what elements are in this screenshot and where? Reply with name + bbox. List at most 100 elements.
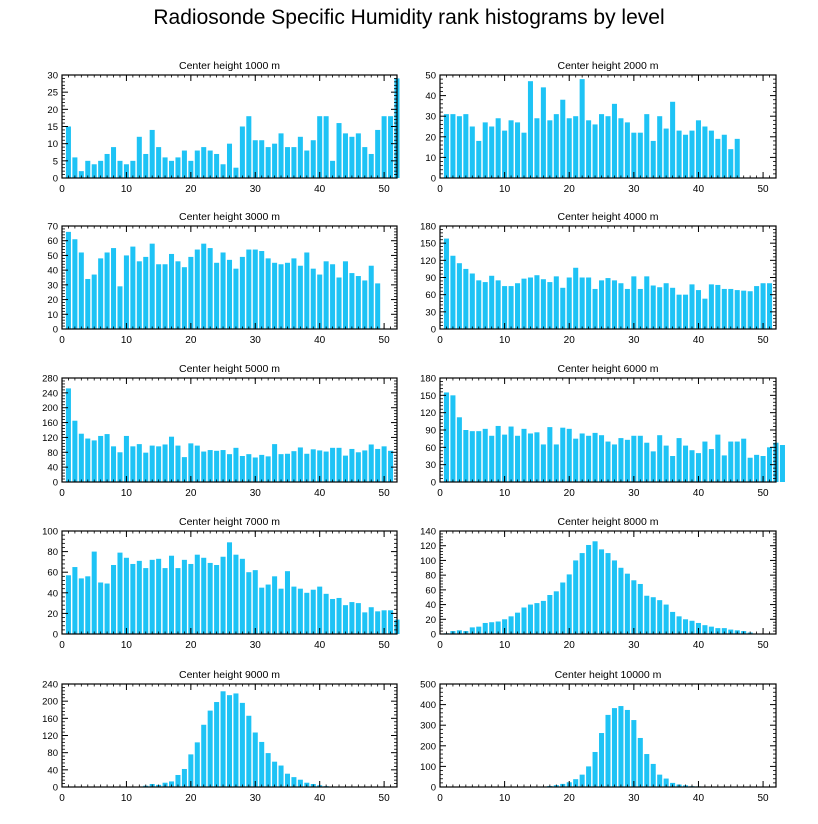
histogram-bar: [297, 136, 303, 178]
histogram-bar: [676, 438, 682, 482]
histogram-bar: [586, 277, 592, 329]
y-tick-label: 40: [425, 600, 436, 611]
histogram-bar: [375, 611, 381, 634]
histogram-bar: [708, 130, 714, 178]
x-tick-label: 40: [314, 793, 326, 804]
histogram-bar: [201, 557, 207, 634]
histogram-bar: [592, 288, 598, 329]
histogram-bar: [78, 252, 84, 329]
histogram-bar: [676, 616, 682, 634]
histogram-bar: [342, 133, 348, 178]
chart-panel-6: Center height 6000 m 0 10 20 30 40 50 0 30 60 90 12…: [420, 363, 785, 499]
histogram-bar: [355, 603, 361, 634]
histogram-bar: [573, 560, 579, 634]
histogram-bar: [201, 147, 207, 178]
histogram-bar: [534, 275, 540, 329]
histogram-bar: [702, 441, 708, 482]
histogram-bar: [482, 428, 488, 482]
histogram-bar: [579, 277, 585, 329]
histogram-bar: [265, 584, 271, 634]
histogram-bar: [85, 438, 91, 482]
histogram-bar: [489, 275, 495, 329]
x-tick-label: 30: [628, 184, 640, 195]
x-tick-label: 20: [185, 640, 197, 651]
histogram-bar: [156, 446, 162, 482]
histogram-bar: [297, 447, 303, 482]
histogram-bar: [463, 114, 469, 178]
y-tick-label: 70: [47, 222, 58, 233]
histogram-bar: [521, 428, 527, 482]
histogram-bar: [553, 591, 559, 634]
histogram-bar: [284, 453, 290, 482]
y-tick-label: 60: [47, 236, 58, 247]
histogram-bar: [175, 774, 181, 787]
histogram-bar: [156, 558, 162, 634]
histogram-bar: [175, 568, 181, 634]
histogram-bar: [98, 582, 104, 634]
histogram-bar: [272, 444, 278, 482]
histogram-bar: [297, 779, 303, 787]
histogram-bar: [618, 438, 624, 482]
histogram-bar: [657, 435, 663, 482]
histogram-bar: [670, 456, 676, 482]
histogram-bar: [220, 691, 226, 787]
histogram-bar: [239, 256, 245, 329]
y-tick-label: 90: [425, 426, 436, 437]
histogram-bar: [599, 549, 605, 634]
histogram-bar: [317, 116, 323, 178]
histogram-bar: [708, 449, 714, 482]
histogram-bar: [689, 284, 695, 329]
histogram-bar: [181, 150, 187, 178]
histogram-bar: [214, 702, 220, 787]
histogram-bar: [456, 263, 462, 329]
x-tick-label: 30: [628, 640, 640, 651]
histogram-bar: [162, 568, 168, 634]
histogram-bar: [362, 450, 368, 482]
histogram-bar: [72, 239, 78, 329]
histogram-bar: [226, 454, 233, 482]
histogram-bar: [592, 751, 598, 787]
histogram-bar: [644, 754, 650, 787]
chart-panel-8: Center height 8000 m 0 10 20 30 40 50 0 20 40 60 80…: [420, 516, 777, 651]
x-tick-label: 10: [499, 335, 511, 346]
x-tick-label: 10: [121, 335, 133, 346]
x-tick-label: 30: [250, 640, 262, 651]
chart-panel-4: Center height 4000 m 0 10 20 30 40 50 0 30 60 90 12…: [420, 211, 777, 346]
histogram-bar: [450, 395, 456, 482]
x-tick-label: 20: [564, 793, 576, 804]
histogram-bar: [670, 287, 676, 329]
histogram-bar: [246, 715, 252, 787]
histogram-bar: [246, 116, 252, 178]
histogram-bar: [259, 140, 265, 178]
histogram-bar: [272, 576, 278, 634]
chart-title: Center height 6000 m: [558, 363, 659, 375]
x-tick-label: 20: [564, 488, 576, 499]
y-tick-label: 0: [53, 174, 58, 185]
histogram-bar: [284, 571, 290, 634]
y-tick-label: 80: [425, 571, 436, 582]
histogram-bar: [586, 544, 592, 634]
histogram-bar: [754, 454, 760, 482]
histogram-bar: [252, 140, 258, 178]
histogram-bar: [450, 114, 456, 178]
histogram-bar: [443, 114, 449, 178]
histogram-bar: [540, 444, 546, 482]
histogram-bar: [476, 140, 482, 178]
histogram-bar: [149, 445, 155, 482]
histogram-bar: [605, 116, 611, 178]
x-tick-label: 10: [121, 184, 133, 195]
histogram-bar: [181, 267, 187, 329]
x-tick-label: 0: [437, 640, 443, 651]
histogram-bar: [111, 446, 117, 482]
histogram-bar: [265, 147, 271, 178]
histogram-bar: [560, 287, 566, 329]
histogram-bar: [611, 708, 617, 787]
histogram-bar: [683, 134, 689, 178]
x-tick-label: 10: [121, 640, 133, 651]
y-tick-label: 15: [47, 122, 58, 133]
histogram-bar: [456, 417, 462, 482]
histogram-bar: [111, 147, 117, 178]
histogram-bar: [220, 556, 226, 634]
y-tick-label: 200: [42, 697, 58, 708]
histogram-bar: [201, 243, 207, 329]
